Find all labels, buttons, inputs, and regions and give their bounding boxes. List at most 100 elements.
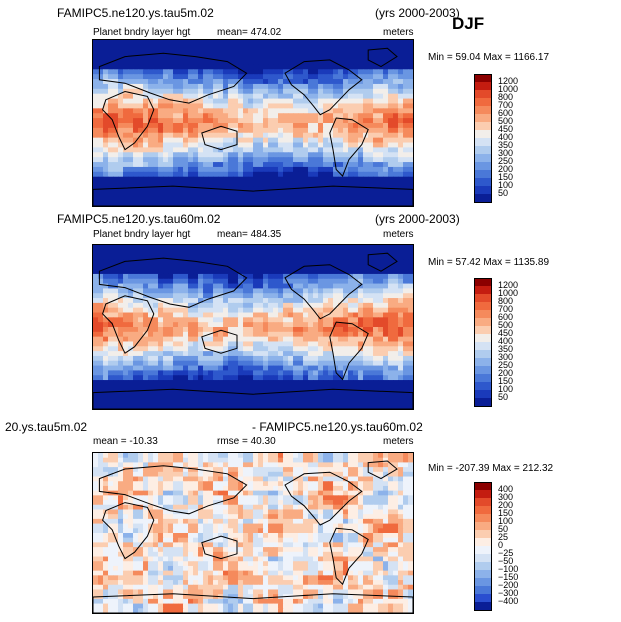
field-cell: [328, 375, 334, 381]
field-cell: [298, 44, 304, 51]
field-cell: [178, 490, 184, 496]
colorbar-swatch: [474, 154, 492, 163]
field-cell: [313, 471, 319, 478]
field-cell: [238, 404, 244, 409]
field-cell: [288, 69, 294, 75]
field-cell: [183, 83, 189, 90]
field-cell: [98, 278, 104, 285]
field-cell: [258, 103, 264, 109]
field-cell: [168, 93, 174, 100]
field-cell: [343, 171, 349, 178]
field-cell: [143, 152, 149, 158]
field-cell: [288, 312, 294, 318]
field-cell: [118, 370, 124, 376]
field-cell: [123, 93, 129, 100]
field-cell: [408, 181, 413, 188]
field-cell: [198, 40, 204, 46]
field-cell: [138, 490, 144, 496]
field-cell: [213, 40, 219, 46]
field-cell: [378, 74, 384, 80]
field-cell: [343, 59, 349, 66]
field-cell: [358, 245, 364, 251]
field-cell: [158, 307, 164, 314]
field-cell: [313, 181, 319, 188]
field-cell: [98, 83, 104, 90]
field-cell: [233, 186, 239, 192]
field-cell: [393, 123, 399, 129]
field-cell: [133, 384, 139, 391]
field-cell: [198, 331, 204, 338]
field-cell: [183, 399, 189, 405]
field-cell: [113, 103, 119, 109]
field-cell: [313, 142, 319, 149]
field-cell: [168, 142, 174, 149]
field-cell: [138, 389, 144, 396]
field-cell: [368, 103, 374, 109]
field-cell: [333, 389, 339, 396]
colorbar-label: 1000: [498, 84, 519, 94]
field-cell: [258, 453, 264, 459]
field-cell: [288, 365, 294, 372]
field-cell: [383, 157, 389, 163]
field-cell: [263, 380, 269, 386]
field-cell: [98, 288, 104, 294]
field-cell: [183, 355, 189, 362]
field-cell: [243, 278, 249, 285]
field-cell: [278, 269, 284, 275]
field-cell: [378, 331, 384, 338]
field-cell: [213, 64, 219, 70]
field-cell: [273, 132, 279, 139]
field-cell: [103, 399, 109, 405]
field-cell: [263, 123, 269, 129]
field-cell: [348, 249, 354, 256]
field-cell: [348, 88, 354, 95]
field-cell: [153, 399, 159, 405]
field-cell: [298, 453, 304, 459]
field-cell: [293, 457, 299, 464]
colorbar-swatch: [474, 130, 492, 139]
field-cell: [378, 293, 384, 299]
field-cell: [183, 476, 189, 482]
field-cell: [393, 69, 399, 75]
field-cell: [263, 273, 269, 280]
field-cell: [323, 312, 329, 318]
field-cell: [168, 394, 174, 400]
field-cell: [368, 298, 374, 304]
field-cell: [113, 394, 119, 400]
field-cell: [153, 365, 159, 372]
field-cell: [368, 249, 374, 256]
field-cell: [398, 462, 404, 468]
field-cell: [398, 380, 404, 386]
field-cell: [403, 476, 409, 482]
field-cell: [228, 54, 234, 61]
field-cell: [373, 201, 379, 206]
field-cell: [383, 481, 389, 487]
field-cell: [138, 64, 144, 70]
field-cell: [388, 278, 394, 285]
field-cell: [128, 64, 134, 70]
field-cell: [393, 453, 399, 459]
field-cell: [133, 341, 139, 347]
field-cell: [103, 88, 109, 95]
field-cell: [208, 351, 214, 357]
field-cell: [203, 201, 209, 206]
field-cell: [258, 375, 264, 381]
field-cell: [148, 98, 154, 105]
field-cell: [148, 476, 154, 482]
field-cell: [123, 186, 129, 192]
field-cell: [148, 201, 154, 206]
field-cell: [288, 191, 294, 197]
field-cell: [363, 181, 369, 188]
field-cell: [348, 307, 354, 314]
field-cell: [168, 471, 174, 478]
field-cell: [238, 341, 244, 347]
field-cell: [378, 380, 384, 386]
field-cell: [383, 307, 389, 314]
field-cell: [383, 375, 389, 381]
field-cell: [313, 118, 319, 124]
field-cell: [173, 462, 179, 468]
field-cell: [248, 157, 254, 163]
field-cell: [283, 298, 289, 304]
field-cell: [258, 365, 264, 372]
field-cell: [383, 389, 389, 396]
